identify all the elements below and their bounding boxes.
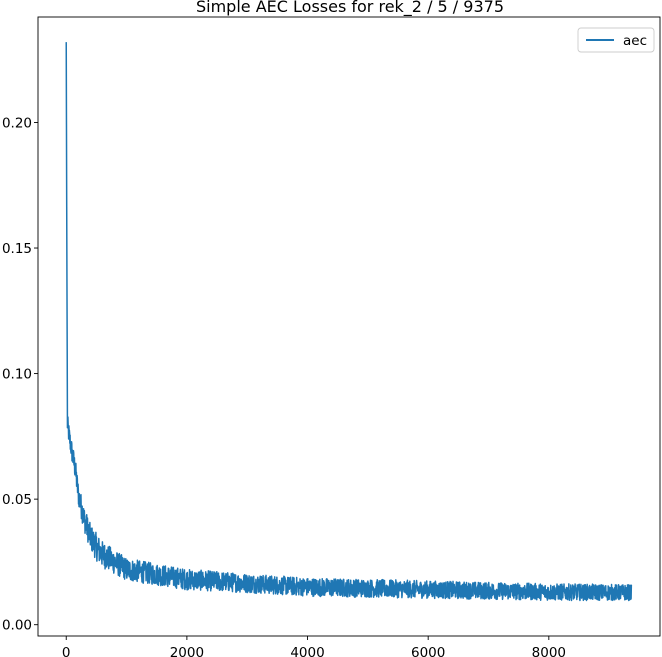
legend-box	[577, 27, 655, 53]
legend-label-aec: aec	[623, 33, 647, 49]
chart-title: Simple AEC Losses for rek_2 / 5 / 9375	[196, 0, 504, 17]
y-axis: 0.00 0.05 0.10 0.15 0.20	[2, 115, 38, 634]
x-tick-label: 8000	[532, 645, 566, 657]
y-tick-label: 0.15	[2, 241, 32, 257]
axes-frame	[37, 16, 661, 637]
y-tick-label: 0.00	[2, 618, 32, 634]
x-tick-label: 2000	[170, 645, 204, 657]
y-tick-label: 0.05	[2, 492, 32, 508]
x-axis: 0 2000 4000 6000 8000	[62, 636, 566, 657]
legend: aec	[577, 27, 655, 53]
y-tick-label: 0.10	[2, 367, 32, 383]
x-tick-label: 4000	[290, 645, 324, 657]
plot-area	[65, 42, 633, 602]
x-tick-label: 6000	[411, 645, 445, 657]
series-line-aec	[65, 42, 633, 602]
x-tick-label: 0	[62, 645, 71, 657]
y-tick-label: 0.20	[2, 115, 32, 131]
